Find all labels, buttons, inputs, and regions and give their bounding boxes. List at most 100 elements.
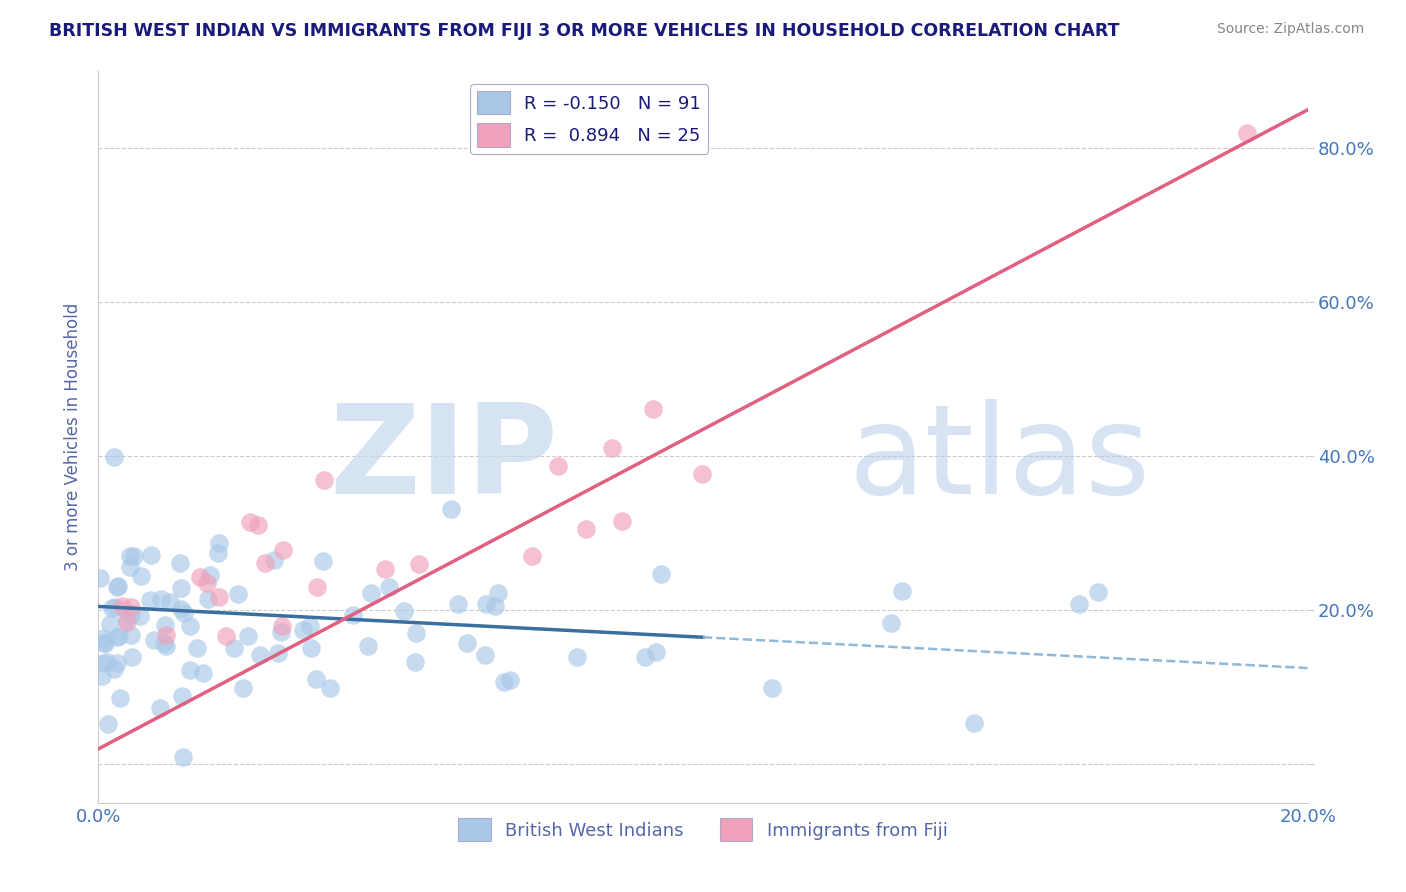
Point [93, 636, 115, 650]
Point [197, 592, 219, 607]
Point [215, 629, 238, 643]
Point [97, 716, 120, 731]
Point [575, 522, 598, 536]
Point [90, 669, 112, 683]
Point [139, 549, 162, 563]
Point [172, 750, 194, 764]
Point [122, 549, 145, 563]
Point [600, 441, 623, 455]
Text: atlas: atlas [848, 399, 1150, 519]
Point [91, 631, 114, 645]
Point [253, 556, 276, 570]
Point [114, 612, 136, 626]
Point [91, 656, 114, 670]
Point [447, 597, 470, 611]
Point [522, 549, 544, 563]
Point [226, 587, 249, 601]
Point [643, 401, 665, 416]
Point [270, 625, 292, 640]
Point [159, 595, 181, 609]
Point [263, 553, 285, 567]
Point [377, 580, 399, 594]
Point [238, 629, 260, 643]
Point [963, 716, 986, 731]
Point [105, 656, 128, 670]
Point [1087, 584, 1109, 599]
Point [498, 673, 520, 688]
Point [96, 655, 118, 669]
Point [179, 618, 201, 632]
Point [107, 578, 129, 592]
Point [374, 561, 396, 575]
Point [291, 624, 314, 638]
Point [405, 625, 427, 640]
Point [186, 640, 208, 655]
Point [312, 554, 335, 568]
Point [155, 640, 177, 654]
Point [207, 535, 229, 549]
Point [299, 640, 322, 655]
Point [890, 583, 912, 598]
Point [138, 593, 160, 607]
Point [1236, 126, 1258, 140]
Text: Source: ZipAtlas.com: Source: ZipAtlas.com [1216, 22, 1364, 37]
Point [249, 648, 271, 662]
Point [105, 580, 128, 594]
Point [103, 662, 125, 676]
Point [149, 701, 172, 715]
Point [392, 604, 415, 618]
Point [486, 586, 509, 600]
Point [1067, 597, 1090, 611]
Point [273, 543, 295, 558]
Point [404, 655, 426, 669]
Point [120, 607, 142, 621]
Point [360, 586, 382, 600]
Point [108, 690, 131, 705]
Point [98, 617, 121, 632]
Point [879, 616, 901, 631]
Point [170, 581, 193, 595]
Point [188, 570, 211, 584]
Point [408, 557, 430, 571]
Point [492, 674, 515, 689]
Point [342, 607, 364, 622]
Point [118, 559, 141, 574]
Point [103, 450, 125, 464]
Point [484, 599, 506, 613]
Point [761, 681, 783, 696]
Point [634, 650, 657, 665]
Point [118, 549, 141, 564]
Point [198, 568, 221, 582]
Point [195, 575, 218, 590]
Point [474, 597, 496, 611]
Point [298, 619, 321, 633]
Point [547, 458, 569, 473]
Legend: British West Indians, Immigrants from Fiji: British West Indians, Immigrants from Fi… [451, 811, 955, 848]
Point [232, 681, 254, 696]
Point [89, 572, 111, 586]
Point [645, 645, 668, 659]
Point [107, 630, 129, 644]
Point [565, 649, 588, 664]
Point [305, 673, 328, 687]
Point [474, 648, 496, 662]
Point [318, 681, 340, 695]
Point [238, 515, 260, 529]
Point [150, 591, 173, 606]
Point [440, 502, 463, 516]
Point [104, 599, 127, 614]
Point [208, 590, 231, 604]
Point [128, 608, 150, 623]
Point [650, 567, 672, 582]
Point [111, 599, 134, 614]
Point [153, 636, 176, 650]
Point [267, 647, 290, 661]
Point [153, 618, 176, 632]
Point [690, 467, 713, 482]
Point [179, 663, 201, 677]
Point [155, 627, 177, 641]
Point [170, 689, 193, 703]
Point [610, 514, 633, 528]
Point [357, 640, 380, 654]
Point [305, 580, 328, 594]
